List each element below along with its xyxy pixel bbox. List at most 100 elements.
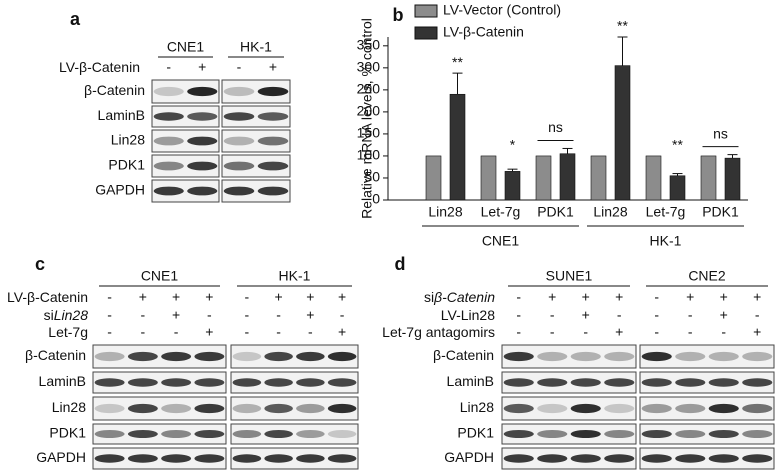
blot-band	[194, 378, 225, 387]
blot-band	[127, 403, 158, 414]
blot-box	[230, 371, 359, 394]
blot-band	[153, 161, 184, 171]
condition-mark: +	[720, 307, 728, 323]
condition-mark: +	[205, 324, 213, 340]
blot-box	[151, 129, 220, 153]
bar	[614, 65, 631, 201]
condition-mark: -	[721, 324, 726, 340]
blot-band	[187, 112, 218, 121]
condition-mark: -	[617, 307, 622, 323]
blot-band	[187, 161, 218, 171]
condition-mark: +	[582, 289, 590, 305]
legend-label: LV-Vector (Control)	[443, 2, 561, 18]
blot-band	[153, 186, 184, 196]
condition-label: LV-β-Catenin	[59, 59, 140, 75]
protein-label: Lin28	[460, 399, 494, 415]
cell-line-label: HK-1	[279, 268, 311, 284]
blot-band	[264, 378, 293, 387]
condition-mark: -	[654, 324, 659, 340]
blot-band	[570, 378, 601, 387]
blot-band	[327, 454, 357, 463]
condition-mark: -	[245, 289, 250, 305]
condition-label: LV-Lin28	[441, 307, 495, 323]
blot-band	[503, 454, 534, 463]
bar	[504, 171, 521, 201]
blot-band	[742, 454, 773, 463]
blot-band	[296, 430, 325, 438]
blot-band	[232, 454, 262, 463]
blot-band	[708, 351, 739, 362]
condition-mark: +	[338, 289, 346, 305]
blot-band	[641, 351, 672, 362]
annotation: **	[672, 137, 683, 153]
y-axis-label: Relative mRNA levels, % control	[359, 18, 375, 219]
blot-box	[221, 129, 291, 153]
blot-band	[194, 403, 225, 414]
protein-label: PDK1	[108, 157, 145, 173]
blot-band	[187, 136, 218, 146]
blot-band	[742, 351, 773, 362]
blot-band	[570, 403, 601, 414]
protein-label: β-Catenin	[25, 347, 86, 363]
condition-mark: +	[615, 289, 623, 305]
error-bar	[562, 147, 573, 154]
blot-band	[264, 351, 293, 362]
blot-box	[639, 423, 775, 445]
blot-box	[92, 423, 227, 445]
blot-band	[708, 403, 739, 414]
blot-box	[230, 396, 359, 421]
blot-band	[327, 378, 357, 387]
blot-band	[537, 430, 568, 438]
condition-mark: -	[654, 307, 659, 323]
blot-band	[264, 454, 293, 463]
protein-label: GAPDH	[95, 182, 145, 198]
panel-label: d	[395, 254, 406, 274]
blot-band	[257, 112, 289, 121]
protein-label: PDK1	[457, 425, 494, 441]
blot-band	[503, 430, 534, 438]
error-bar	[727, 154, 738, 159]
blot-band	[742, 403, 773, 414]
protein-label: LaminB	[447, 373, 494, 389]
blot-band	[327, 351, 357, 362]
y-tick-label: 50	[364, 169, 380, 185]
blot-band	[503, 378, 534, 387]
condition-mark: -	[174, 324, 179, 340]
blot-band	[257, 186, 289, 196]
blot-band	[223, 112, 255, 121]
blot-box	[639, 344, 775, 369]
blot-band	[570, 454, 601, 463]
x-tick-label: Let-7g	[481, 204, 521, 220]
blot-box	[501, 371, 637, 394]
condition-label: siβ-Catenin	[424, 289, 495, 305]
condition-mark: -	[107, 324, 112, 340]
blot-box	[92, 344, 227, 369]
cell-line-label: CNE1	[141, 268, 179, 284]
blot-band	[296, 454, 325, 463]
cell-line-label: HK-1	[240, 39, 272, 55]
condition-mark: +	[720, 289, 728, 305]
condition-mark: +	[582, 307, 590, 323]
bar	[669, 175, 686, 201]
condition-label: Let-7g	[48, 324, 88, 340]
annotation: **	[617, 18, 628, 34]
blot-box	[230, 344, 359, 369]
condition-mark: +	[269, 59, 277, 75]
annotation: ns	[548, 119, 563, 135]
condition-mark: -	[550, 307, 555, 323]
blot-box	[151, 79, 220, 104]
blot-band	[708, 454, 739, 463]
blot-box	[501, 423, 637, 445]
protein-label: LaminB	[39, 373, 86, 389]
blot-band	[153, 136, 184, 146]
blot-band	[604, 351, 635, 362]
condition-mark: -	[688, 324, 693, 340]
condition-mark: +	[306, 289, 314, 305]
blot-box	[151, 154, 220, 178]
blot-band	[161, 430, 192, 438]
blot-box	[221, 179, 291, 203]
condition-mark: +	[306, 307, 314, 323]
blot-box	[639, 371, 775, 394]
condition-mark: +	[172, 289, 180, 305]
blot-band	[675, 430, 706, 438]
